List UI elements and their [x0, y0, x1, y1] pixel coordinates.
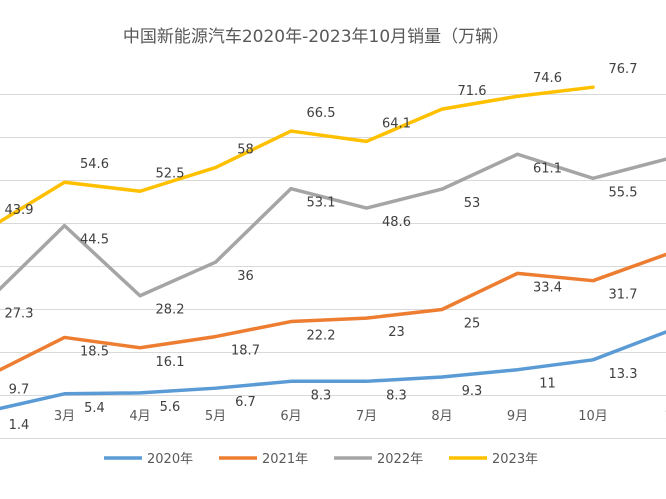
series-line-0 — [0, 330, 666, 411]
x-tick-label: 10月 — [578, 409, 608, 424]
data-label: 27.3 — [5, 307, 34, 322]
data-label: 5.4 — [84, 401, 105, 416]
data-label: 36 — [237, 269, 254, 284]
data-label: 22.2 — [307, 329, 336, 344]
data-label: 11 — [539, 377, 556, 392]
legend-label-2: 2022年 — [377, 452, 423, 467]
x-tick-label: 4月 — [129, 409, 150, 424]
data-label: 8.3 — [311, 388, 332, 403]
x-tick-label: 3月 — [54, 409, 75, 424]
data-label: 43.9 — [5, 203, 34, 218]
data-label: 9.7 — [9, 382, 30, 397]
data-label: 61.1 — [533, 161, 562, 176]
data-label: 52.5 — [156, 166, 185, 181]
data-label: 53.1 — [307, 196, 336, 211]
chart-title: 中国新能源汽车2020年-2023年10月销量（万辆） — [123, 27, 509, 47]
data-label: 9.3 — [462, 384, 483, 399]
x-tick-label: 7月 — [356, 409, 377, 424]
x-tick-label: 1 — [664, 409, 666, 424]
data-label: 44.5 — [80, 233, 109, 248]
data-label: 76.7 — [609, 62, 638, 77]
data-label: 23 — [388, 325, 405, 340]
legend-label-1: 2021年 — [262, 452, 308, 467]
x-tick-label: 8月 — [431, 409, 452, 424]
data-label: 31.7 — [609, 288, 638, 303]
data-label: 6.7 — [235, 395, 256, 410]
x-tick-label: 9月 — [507, 409, 528, 424]
series-line-2 — [0, 152, 666, 298]
x-tick-label: 5月 — [205, 409, 226, 424]
data-label: 55.5 — [609, 185, 638, 200]
data-label: 53 — [464, 196, 481, 211]
data-label: 58 — [237, 143, 254, 158]
data-label: 18.7 — [231, 344, 260, 359]
legend: 2020年 2021年 2022年 2023年 — [104, 452, 538, 467]
gridlines — [0, 94, 666, 439]
data-label: 54.6 — [80, 157, 109, 172]
x-axis-tick-labels: 3月 4月 5月 6月 7月 8月 9月 10月 1 — [54, 409, 666, 424]
data-label: 25 — [464, 317, 481, 332]
series-line-3 — [0, 85, 595, 224]
series-lines — [0, 85, 666, 411]
legend-label-0: 2020年 — [147, 452, 193, 467]
data-label: 1.4 — [9, 418, 30, 433]
data-label: 64.1 — [382, 116, 411, 131]
data-label: 13.3 — [609, 367, 638, 382]
data-labels: 1.4 5.4 5.6 6.7 8.3 8.3 9.3 11 13.3 9.7 18.5 16.1 18… — [5, 62, 638, 433]
series-line-1 — [0, 252, 666, 372]
data-label: 71.6 — [458, 84, 487, 99]
data-label: 33.4 — [533, 280, 562, 295]
data-label: 5.6 — [160, 400, 181, 415]
legend-label-3: 2023年 — [492, 452, 538, 467]
data-label: 28.2 — [156, 303, 185, 318]
data-label: 16.1 — [156, 355, 185, 370]
x-tick-label: 6月 — [280, 409, 301, 424]
data-label: 74.6 — [533, 71, 562, 86]
data-label: 18.5 — [80, 344, 109, 359]
data-label: 66.5 — [307, 106, 336, 121]
data-label: 48.6 — [382, 215, 411, 230]
data-label: 8.3 — [386, 388, 407, 403]
